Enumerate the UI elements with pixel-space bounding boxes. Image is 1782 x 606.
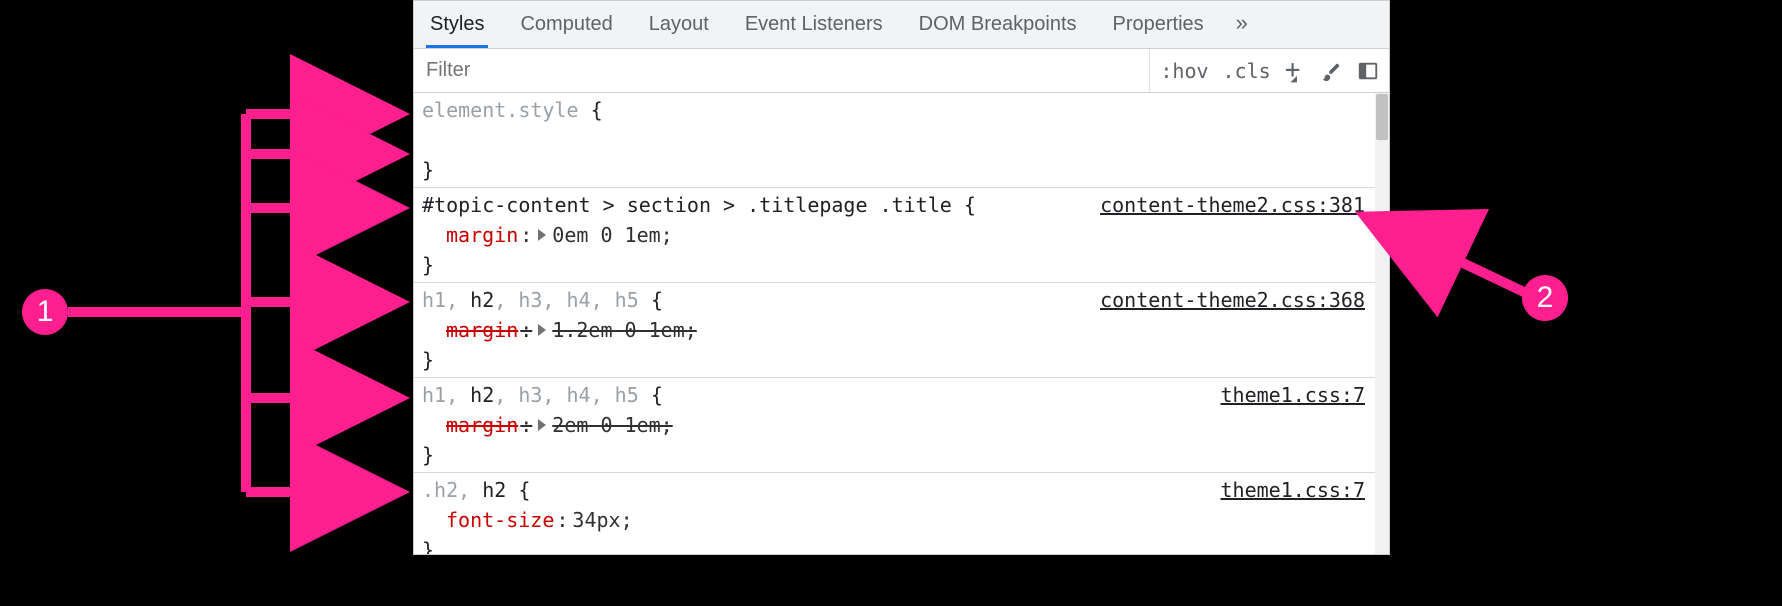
colon: : <box>556 505 568 535</box>
tab-dom-breakpoints[interactable]: DOM Breakpoints <box>915 1 1081 48</box>
rule-source-link[interactable]: content-theme2.css:381 <box>1100 190 1365 220</box>
scrollbar-track[interactable] <box>1375 93 1389 554</box>
tab-computed[interactable]: Computed <box>516 1 616 48</box>
tab-event-listeners[interactable]: Event Listeners <box>741 1 887 48</box>
empty-declarations <box>422 125 1365 155</box>
tab-properties[interactable]: Properties <box>1109 1 1208 48</box>
rule-selector[interactable]: #topic-content > section > .titlepage .t… <box>422 190 976 220</box>
rule-source-link[interactable]: theme1.css:7 <box>1221 380 1366 410</box>
css-value[interactable]: 1.2em 0 1em; <box>552 315 697 345</box>
style-rule[interactable]: .h2, h2 {theme1.css:7font-size: 34px;} <box>414 473 1375 554</box>
expand-shorthand-icon[interactable] <box>538 419 546 431</box>
close-brace: } <box>422 155 1365 185</box>
css-declaration[interactable]: margin:2em 0 1em; <box>422 410 1365 440</box>
rule-selector[interactable]: h1, h2, h3, h4, h5 { <box>422 285 663 315</box>
open-brace: { <box>518 478 530 502</box>
selector-part: #topic-content > section > .titlepage .t… <box>422 193 964 217</box>
style-rule[interactable]: #topic-content > section > .titlepage .t… <box>414 188 1375 283</box>
open-brace: { <box>964 193 976 217</box>
styles-rules-list: element.style { } #topic-content > sectio… <box>414 93 1389 554</box>
rule-header: h1, h2, h3, h4, h5 { theme1.css:7 <box>422 380 1365 410</box>
brush-icon <box>1321 60 1343 82</box>
close-brace: } <box>422 535 1365 554</box>
css-value[interactable]: 34px; <box>572 505 632 535</box>
expand-shorthand-icon[interactable] <box>538 229 546 241</box>
paint-flashing-button[interactable] <box>1321 60 1343 82</box>
toggle-hov-button[interactable]: :hov <box>1160 59 1208 83</box>
styles-filter-bar: :hov .cls +◢ <box>414 49 1389 93</box>
callout-2-label: 2 <box>1537 281 1554 315</box>
close-brace: } <box>422 440 1365 470</box>
css-property[interactable]: margin <box>446 220 518 250</box>
css-property[interactable]: margin <box>446 315 518 345</box>
rule-header: .h2, h2 { theme1.css:7 <box>422 475 1365 505</box>
rule-source-link[interactable]: theme1.css:7 <box>1221 475 1366 505</box>
style-rule[interactable]: h1, h2, h3, h4, h5 {theme1.css:7margin:2… <box>414 378 1375 473</box>
tab-layout[interactable]: Layout <box>645 1 713 48</box>
callout-1: 1 <box>22 289 68 335</box>
styles-filter-input[interactable] <box>414 49 1149 92</box>
selector-part: element.style <box>422 98 591 122</box>
css-property[interactable]: margin <box>446 410 518 440</box>
styles-tab-bar: Styles Computed Layout Event Listeners D… <box>414 1 1389 49</box>
rule-selector[interactable]: .h2, h2 { <box>422 475 530 505</box>
dropdown-corner-icon: ◢ <box>1290 72 1297 85</box>
open-brace: { <box>591 98 603 122</box>
close-brace: } <box>422 250 1365 280</box>
selector-part: , h3, h4, h5 <box>494 383 651 407</box>
colon: : <box>520 220 532 250</box>
css-value[interactable]: 2em 0 1em; <box>552 410 672 440</box>
colon: : <box>520 410 532 440</box>
callout-1-label: 1 <box>37 295 54 329</box>
selector-part: .h2, <box>422 478 482 502</box>
rule-selector[interactable]: element.style { <box>422 95 603 125</box>
selector-part: h2 <box>482 478 518 502</box>
style-rule[interactable]: element.style { } <box>414 93 1375 188</box>
styles-tool-buttons: :hov .cls +◢ <box>1149 49 1389 92</box>
tabs-overflow-button[interactable]: » <box>1236 10 1246 40</box>
selector-part: , h3, h4, h5 <box>494 288 651 312</box>
callout-2: 2 <box>1522 275 1568 321</box>
colon: : <box>520 315 532 345</box>
css-declaration[interactable]: margin:0em 0 1em; <box>422 220 1365 250</box>
devtools-styles-panel: Styles Computed Layout Event Listeners D… <box>413 0 1390 555</box>
rule-header: h1, h2, h3, h4, h5 { content-theme2.css:3… <box>422 285 1365 315</box>
css-value[interactable]: 0em 0 1em; <box>552 220 672 250</box>
selector-part: h1, <box>422 383 470 407</box>
open-brace: { <box>651 288 663 312</box>
expand-shorthand-icon[interactable] <box>538 324 546 336</box>
open-brace: { <box>651 383 663 407</box>
rule-source-link[interactable]: content-theme2.css:368 <box>1100 285 1365 315</box>
new-style-rule-button[interactable]: +◢ <box>1285 56 1307 86</box>
css-property[interactable]: font-size <box>446 505 554 535</box>
css-declaration[interactable]: margin:1.2em 0 1em; <box>422 315 1365 345</box>
selector-part: h2 <box>470 383 494 407</box>
tab-styles[interactable]: Styles <box>426 1 488 48</box>
selector-part: h2 <box>470 288 494 312</box>
computed-sidebar-toggle[interactable] <box>1357 60 1379 82</box>
rule-header: #topic-content > section > .titlepage .t… <box>422 190 1365 220</box>
toggle-cls-button[interactable]: .cls <box>1223 59 1271 83</box>
close-brace: } <box>422 345 1365 375</box>
rule-header: element.style { <box>422 95 1365 125</box>
sidebar-icon <box>1357 60 1379 82</box>
css-declaration[interactable]: font-size: 34px; <box>422 505 1365 535</box>
style-rule[interactable]: h1, h2, h3, h4, h5 { content-theme2.css:3… <box>414 283 1375 378</box>
selector-part: h1, <box>422 288 470 312</box>
scrollbar-thumb[interactable] <box>1376 94 1388 140</box>
rule-selector[interactable]: h1, h2, h3, h4, h5 { <box>422 380 663 410</box>
